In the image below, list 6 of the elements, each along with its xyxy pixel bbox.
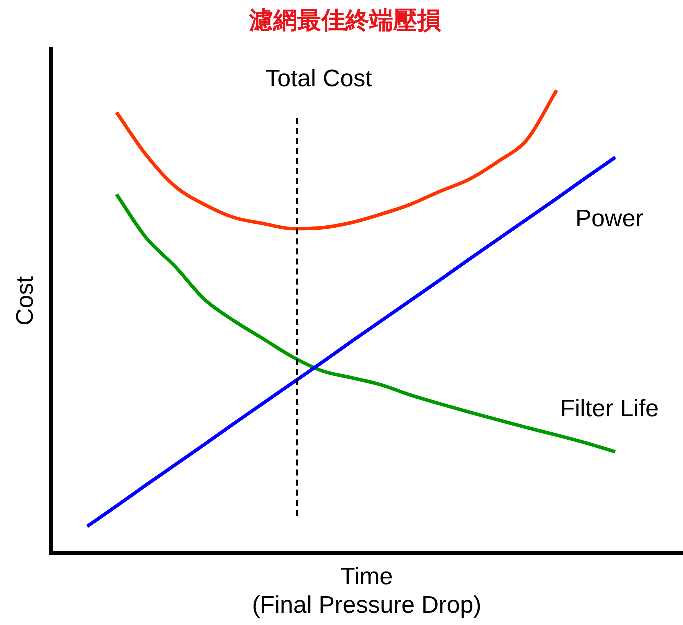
series-label: Power: [576, 206, 644, 233]
chart-title: 濾網最佳終端壓損: [248, 6, 442, 35]
series-label: Filter Life: [560, 396, 660, 423]
annotation: Total Cost: [266, 66, 373, 93]
y-axis-title: Cost: [12, 276, 40, 326]
x-axis-title: Time (Final Pressure Drop): [252, 563, 482, 620]
